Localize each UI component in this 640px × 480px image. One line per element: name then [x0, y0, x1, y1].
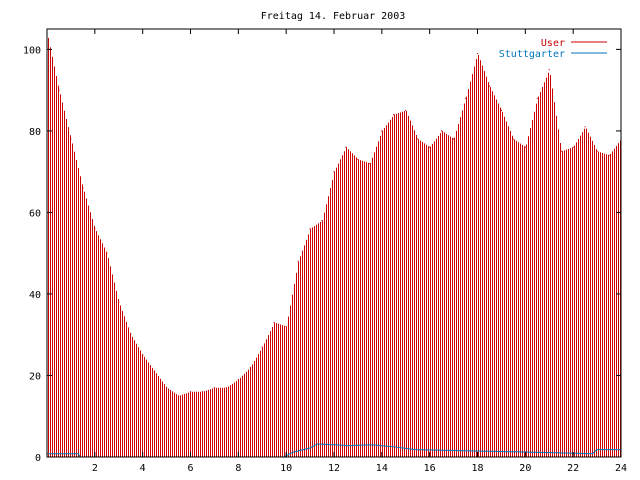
x-tick-label: 20 — [519, 463, 531, 474]
user-bar-point — [357, 158, 359, 161]
x-axis-ticks: 2 4 6 8 10 12 14 16 18 20 22 24 — [92, 29, 627, 474]
user-bar-point — [297, 260, 299, 262]
legend: User Stuttgarter — [499, 38, 607, 60]
user-bar-point — [536, 97, 538, 99]
user-bar-point — [500, 109, 503, 112]
y-tick-label: 20 — [29, 371, 41, 382]
x-tick-label: 12 — [328, 463, 340, 474]
user-bar-point — [608, 154, 610, 156]
plot-area — [46, 28, 622, 458]
user-bar-point — [177, 395, 180, 397]
user-bar-point — [94, 228, 96, 230]
user-bar-point — [321, 219, 323, 222]
x-tick-label: 8 — [235, 463, 241, 474]
user-bar-point — [261, 346, 263, 348]
user-bar-point — [381, 130, 383, 132]
user-bar-point — [142, 354, 144, 356]
x-tick-label: 16 — [424, 463, 436, 474]
user-bar-point — [237, 378, 239, 381]
user-bars — [46, 32, 622, 457]
user-bar-point — [512, 138, 514, 140]
user-bar-point — [452, 138, 455, 140]
user-bar-point — [405, 109, 407, 112]
user-bar-point — [429, 146, 431, 148]
y-axis-ticks: 0 20 40 60 80 100 — [23, 45, 621, 464]
y-tick-label: 100 — [23, 45, 41, 56]
legend-label-stuttgarter: Stuttgarter — [499, 49, 565, 60]
user-bar-point — [333, 171, 335, 173]
user-bar-point — [225, 387, 227, 389]
user-bar-point — [417, 138, 419, 140]
user-bar-point — [596, 150, 598, 152]
user-bar-point — [70, 138, 72, 140]
x-tick-label: 2 — [92, 463, 98, 474]
user-bar-point — [273, 321, 275, 324]
user-bar-point — [548, 69, 550, 71]
user-bar-point — [154, 370, 156, 372]
y-tick-label: 0 — [35, 453, 41, 464]
user-bar-point — [441, 130, 443, 132]
user-bar-point — [249, 366, 251, 368]
user-bar-point — [213, 387, 216, 389]
user-bar-point — [106, 252, 108, 254]
user-bar-point — [369, 162, 371, 165]
user-bar-point — [82, 187, 84, 189]
user-bar-point — [58, 89, 60, 91]
legend-label-user: User — [541, 38, 565, 49]
chart-title: Freitag 14. Februar 2003 — [261, 11, 406, 22]
x-tick-label: 4 — [140, 463, 146, 474]
user-bar-point — [165, 387, 168, 389]
user-bar-point — [130, 334, 132, 336]
user-bar-point — [309, 228, 311, 230]
user-bar-point — [393, 114, 395, 116]
x-tick-label: 14 — [376, 463, 388, 474]
user-bar-point — [560, 150, 562, 152]
x-tick-label: 18 — [471, 463, 483, 474]
x-tick-label: 10 — [280, 463, 292, 474]
user-bar-point — [285, 325, 287, 328]
user-bar-point — [488, 85, 491, 87]
user-bar-point — [572, 146, 574, 148]
user-bar-point — [345, 146, 347, 148]
user-bar-point — [524, 146, 526, 148]
user-bar-point — [476, 52, 479, 55]
x-tick-label: 22 — [567, 463, 579, 474]
y-tick-label: 80 — [29, 127, 41, 138]
y-tick-label: 40 — [29, 290, 41, 301]
user-bar-point — [118, 301, 120, 303]
user-bar-point — [464, 97, 467, 99]
user-bar-point — [584, 126, 586, 128]
y-tick-label: 60 — [29, 208, 41, 219]
user-bar-point — [189, 391, 192, 393]
user-bar-point — [201, 391, 204, 393]
x-tick-label: 6 — [187, 463, 193, 474]
x-tick-label: 24 — [615, 463, 627, 474]
